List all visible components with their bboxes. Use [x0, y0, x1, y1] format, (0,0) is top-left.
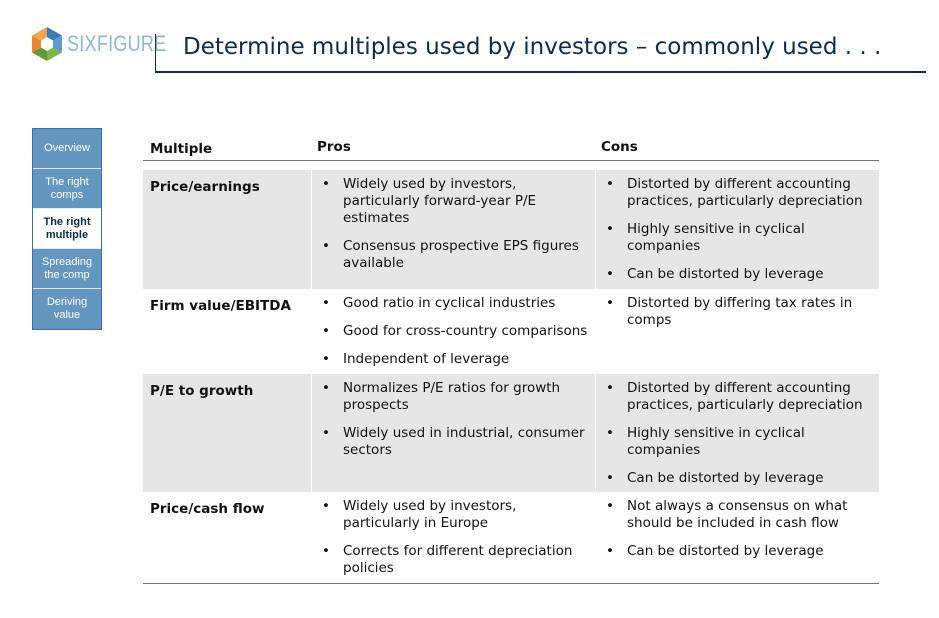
cons-cell: Not always a consensus on what should be…	[595, 492, 879, 583]
nav-item-deriving-value[interactable]: Deriving value	[33, 289, 101, 329]
pros-item: Widely used by investors, particularly f…	[319, 176, 589, 227]
pros-item: Normalizes P/E ratios for growth prospec…	[319, 380, 589, 414]
cons-item: Distorted by different accounting practi…	[603, 176, 873, 210]
cons-item: Highly sensitive in cyclical companies	[603, 425, 873, 459]
multiples-table: Multiple Pros Cons Price/earnings Widely…	[143, 136, 879, 584]
multiple-cell: Firm value/EBITDA	[143, 289, 311, 374]
cons-item: Distorted by differing tax rates in comp…	[603, 295, 873, 329]
pros-item: Good for cross-country comparisons	[319, 323, 589, 340]
nav-item-label: Deriving value	[46, 296, 88, 321]
cons-item: Not always a consensus on what should be…	[603, 498, 873, 532]
nav-item-overview[interactable]: Overview	[33, 129, 101, 169]
pros-item: Widely used by investors, particularly i…	[319, 498, 589, 532]
pros-item: Corrects for different depreciation poli…	[319, 543, 589, 577]
cons-cell: Distorted by different accounting practi…	[595, 170, 879, 289]
nav-item-label: Overview	[44, 142, 90, 154]
nav-item-label: The right comps	[45, 175, 89, 201]
pros-cell: Normalizes P/E ratios for growth prospec…	[311, 374, 595, 492]
sixfigure-logo[interactable]: SIXFIGURE	[30, 24, 188, 64]
cons-cell: Distorted by differing tax rates in comp…	[595, 289, 879, 374]
table-row: Firm value/EBITDA Good ratio in cyclical…	[143, 289, 879, 374]
header-multiple: Multiple	[150, 141, 213, 157]
multiple-name: P/E to growth	[150, 383, 254, 399]
header-pros: Pros	[317, 139, 351, 155]
hexagon-logo-icon	[32, 27, 62, 61]
table-row: P/E to growth Normalizes P/E ratios for …	[143, 374, 879, 492]
pros-cell: Good ratio in cyclical industries Good f…	[311, 289, 595, 374]
multiple-cell: Price/earnings	[143, 170, 311, 289]
cons-item: Can be distorted by leverage	[603, 266, 873, 283]
table-row: Price/cash flow Widely used by investors…	[143, 492, 879, 584]
nav-item-label: Spreading the comp	[41, 255, 93, 281]
pros-item: Independent of leverage	[319, 351, 589, 368]
pros-item: Consensus prospective EPS figures availa…	[319, 238, 589, 272]
header-cons: Cons	[601, 139, 638, 155]
multiple-name: Price/earnings	[150, 179, 260, 195]
cons-item: Highly sensitive in cyclical companies	[603, 221, 873, 255]
nav-item-the-right-multiple[interactable]: The right multiple	[33, 209, 101, 249]
title-divider-horizontal	[155, 71, 926, 73]
pros-cell: Widely used by investors, particularly f…	[311, 170, 595, 289]
multiple-name: Firm value/EBITDA	[150, 298, 291, 314]
pros-item: Good ratio in cyclical industries	[319, 295, 589, 312]
multiple-cell: P/E to growth	[143, 374, 311, 492]
table-header: Multiple Pros Cons	[143, 136, 879, 161]
page-title: Determine multiples used by investors – …	[183, 34, 882, 60]
multiple-name: Price/cash flow	[150, 501, 265, 517]
cons-item: Can be distorted by leverage	[603, 470, 873, 487]
section-nav: Overview The right comps The right multi…	[32, 128, 102, 330]
nav-item-spreading-the-comp[interactable]: Spreading the comp	[33, 249, 101, 289]
cons-cell: Distorted by different accounting practi…	[595, 374, 879, 492]
table-body: Price/earnings Widely used by investors,…	[143, 170, 879, 584]
pros-cell: Widely used by investors, particularly i…	[311, 492, 595, 583]
title-divider-vertical	[155, 34, 156, 72]
cons-item: Can be distorted by leverage	[603, 543, 873, 560]
multiple-cell: Price/cash flow	[143, 492, 311, 583]
cons-item: Distorted by different accounting practi…	[603, 380, 873, 414]
table-row: Price/earnings Widely used by investors,…	[143, 170, 879, 289]
nav-item-label: The right multiple	[43, 215, 91, 241]
logo-text: SIXFIGURE	[67, 31, 167, 56]
pros-item: Widely used in industrial, consumer sect…	[319, 425, 589, 459]
nav-item-the-right-comps[interactable]: The right comps	[33, 169, 101, 209]
